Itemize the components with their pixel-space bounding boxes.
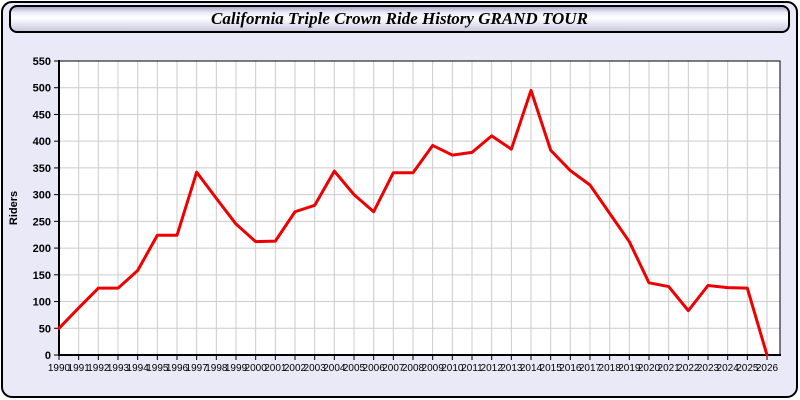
x-tick-label: 2019 bbox=[618, 363, 641, 374]
x-tick-label: 1990 bbox=[48, 363, 71, 374]
x-tick-label: 2005 bbox=[343, 363, 366, 374]
x-tick-label: 2018 bbox=[599, 363, 622, 374]
y-tick-label: 0 bbox=[45, 350, 51, 362]
x-axis-ticks: 1990199119921993199419951996199719981999… bbox=[48, 355, 779, 374]
axes bbox=[58, 60, 781, 356]
y-tick-label: 250 bbox=[33, 216, 51, 228]
x-tick-label: 2017 bbox=[579, 363, 602, 374]
x-tick-label: 2009 bbox=[422, 363, 445, 374]
y-tick-label: 150 bbox=[33, 270, 51, 282]
x-tick-label: 2008 bbox=[402, 363, 425, 374]
x-tick-label: 1992 bbox=[87, 363, 110, 374]
x-tick-label: 2003 bbox=[304, 363, 327, 374]
y-tick-label: 100 bbox=[33, 297, 51, 309]
x-tick-label: 2011 bbox=[461, 363, 483, 374]
x-tick-label: 1995 bbox=[146, 363, 169, 374]
x-tick-label: 1999 bbox=[225, 363, 248, 374]
y-tick-label: 550 bbox=[33, 56, 51, 68]
x-tick-label: 2004 bbox=[323, 363, 346, 374]
y-axis-ticks: 0 50 100 150 200 250 300 350 400 450 500 550 bbox=[33, 56, 59, 362]
chart-title: California Triple Crown Ride History GRA… bbox=[211, 9, 588, 28]
x-tick-label: 2013 bbox=[500, 363, 523, 374]
x-tick-label: 2023 bbox=[697, 363, 720, 374]
riders-series-line bbox=[57, 88, 769, 357]
x-tick-label: 2002 bbox=[284, 363, 307, 374]
x-tick-label: 2014 bbox=[520, 363, 543, 374]
chart-area: 0 50 100 150 200 250 300 350 400 450 500 550 1990 199… bbox=[3, 34, 796, 396]
x-tick-label: 1998 bbox=[205, 363, 228, 374]
x-tick-label: 2021 bbox=[658, 363, 681, 374]
x-tick-label: 2001 bbox=[264, 363, 287, 374]
x-tick-label: 2020 bbox=[638, 363, 661, 374]
x-tick-label: 1993 bbox=[107, 363, 130, 374]
x-tick-label: 1997 bbox=[186, 363, 209, 374]
y-tick-label: 450 bbox=[33, 109, 51, 121]
x-tick-label: 2010 bbox=[441, 363, 464, 374]
x-tick-label: 2022 bbox=[677, 363, 700, 374]
x-tick-label: 1991 bbox=[68, 363, 91, 374]
x-tick-label: 2025 bbox=[736, 363, 759, 374]
y-tick-label: 400 bbox=[33, 136, 51, 148]
y-tick-label: 350 bbox=[33, 163, 51, 175]
x-tick-label: 2000 bbox=[245, 363, 268, 374]
y-tick-label: 200 bbox=[33, 243, 51, 255]
x-tick-label: 1996 bbox=[166, 363, 189, 374]
x-tick-label: 2024 bbox=[717, 363, 740, 374]
x-tick-label: 2026 bbox=[756, 363, 779, 374]
y-tick-label: 50 bbox=[39, 323, 51, 335]
x-tick-label: 2012 bbox=[481, 363, 504, 374]
plot-background bbox=[59, 61, 780, 355]
y-tick-label: 500 bbox=[33, 83, 51, 95]
x-tick-label: 2007 bbox=[382, 363, 405, 374]
y-tick-label: 300 bbox=[33, 190, 51, 202]
y-axis-title: Riders bbox=[8, 191, 20, 225]
line-chart: 0501001502002503003504004505005501990199… bbox=[8, 56, 781, 374]
x-tick-label: 2006 bbox=[363, 363, 386, 374]
x-tick-label: 2015 bbox=[540, 363, 563, 374]
chart-title-bar: California Triple Crown Ride History GRA… bbox=[9, 5, 790, 33]
x-tick-label: 1994 bbox=[127, 363, 150, 374]
x-tick-label: 2016 bbox=[559, 363, 582, 374]
